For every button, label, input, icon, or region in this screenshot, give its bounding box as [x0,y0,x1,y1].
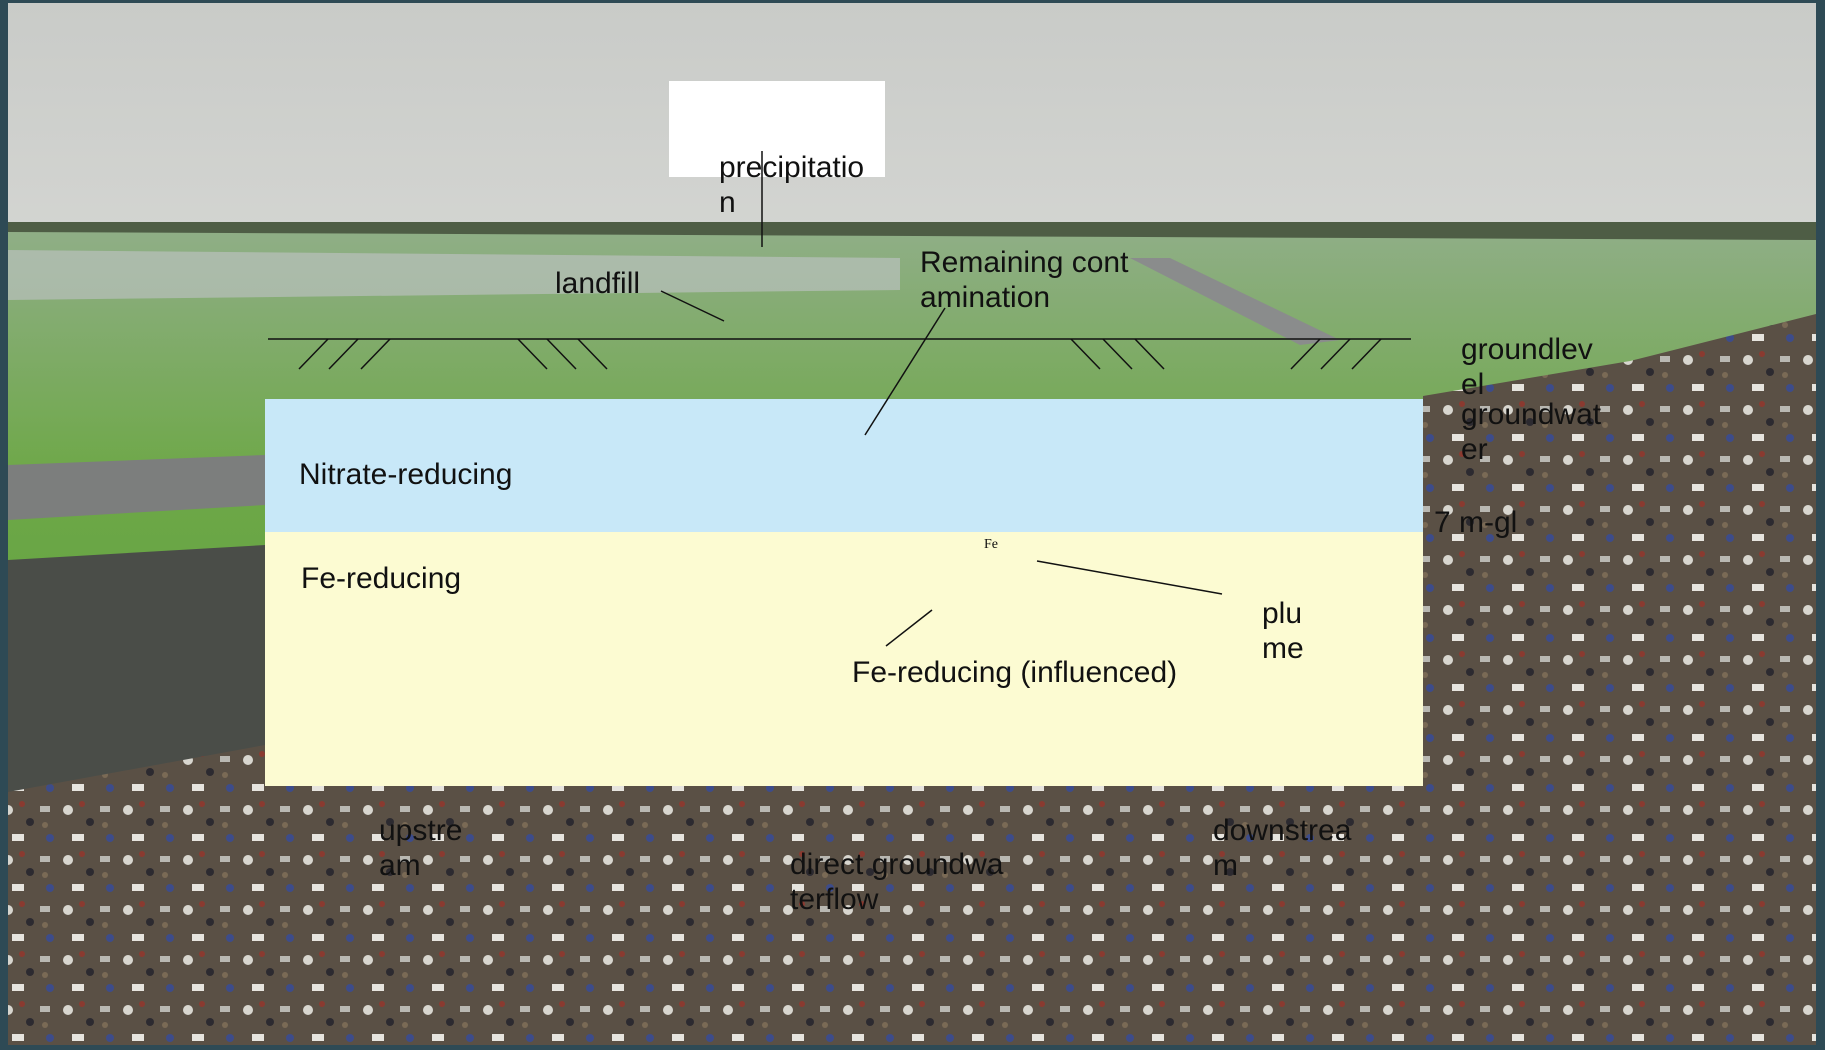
label-direct-flow: direct groundwaterflow [790,848,1004,916]
label-fe: Fe [984,537,998,552]
label-landfill: landfill [555,267,641,300]
label-groundwater: groundwater [1461,398,1602,466]
label-remaining-contamination: Remaining contamination [920,246,1129,314]
annotation-lines [268,151,1411,647]
landfill-debris [8,314,1816,1045]
road-left [8,455,265,520]
ground-hatching [298,338,1382,370]
white-box [669,81,885,177]
plume-pointer [1036,560,1223,595]
label-depth: 7 m-gl [1434,506,1518,539]
label-downstream: downstream [1213,814,1352,882]
flooded-field [8,250,900,300]
road [1130,258,1340,345]
zone-label: Fe-reducing [301,562,462,595]
label-precipitation: precipitation [719,151,865,219]
contamination-pointer [864,307,946,436]
label-plume: plume [1262,597,1304,665]
label-upstream: upstream [379,814,463,882]
landfill-pointer [660,290,725,322]
influenced-pointer [885,609,933,647]
fe-zone [265,532,1423,786]
label-groundlevel: groundlevel [1461,333,1593,401]
nitrate-zone [265,399,1423,532]
label-fe-influenced: Fe-reducing (influenced) [852,656,1178,689]
ditch [8,545,265,800]
zone-label: Nitrate-reducing [299,458,513,491]
